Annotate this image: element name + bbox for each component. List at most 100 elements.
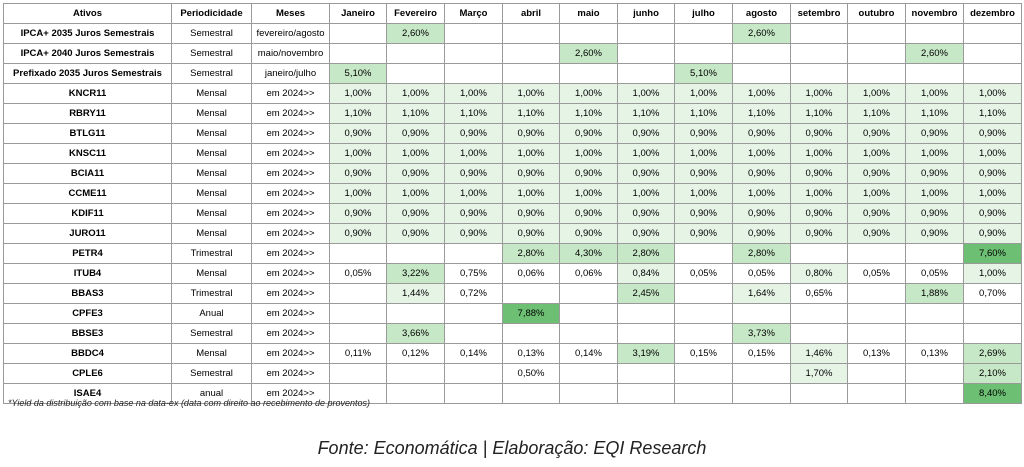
asset-cell: ITUB4 — [3, 263, 172, 284]
yield-cell: 0,90% — [732, 163, 791, 184]
yield-cell — [329, 23, 387, 44]
yield-cell: 0,90% — [617, 123, 675, 144]
yield-cell: 1,10% — [502, 103, 560, 124]
yield-cell: 1,44% — [386, 283, 445, 304]
yield-cell — [790, 303, 848, 324]
yield-cell: 7,88% — [502, 303, 560, 324]
footnote: *Yield da distribuição com base na data-… — [8, 398, 371, 408]
yield-cell: 1,00% — [790, 83, 848, 104]
table-row: BCIA11 Mensal em 2024>> 0,90% 0,90% 0,90% 0,90… — [3, 163, 1022, 184]
yield-cell: 1,00% — [502, 143, 560, 164]
yield-cell — [905, 63, 964, 84]
yield-cell: 5,10% — [674, 63, 733, 84]
yield-cell: 0,90% — [502, 203, 560, 224]
asset-cell: Prefixado 2035 Juros Semestrais — [3, 63, 172, 84]
yield-cell: 0,90% — [559, 203, 618, 224]
yield-cell: 0,90% — [732, 123, 791, 144]
yield-cell — [502, 63, 560, 84]
yield-cell — [617, 383, 675, 404]
yield-cell: 0,90% — [502, 163, 560, 184]
yield-cell: 1,88% — [905, 283, 964, 304]
yield-cell: 1,00% — [790, 143, 848, 164]
months-cell: maio/novembro — [251, 43, 330, 64]
yield-cell: 1,00% — [559, 143, 618, 164]
yield-cell: 0,90% — [963, 163, 1022, 184]
periodicity-cell: Trimestral — [171, 243, 252, 264]
yield-cell — [847, 243, 906, 264]
yield-cell — [502, 43, 560, 64]
yield-cell — [790, 383, 848, 404]
yield-cell — [847, 323, 906, 344]
periodicity-cell: Semestral — [171, 43, 252, 64]
yield-cell: 1,10% — [963, 103, 1022, 124]
months-cell: em 2024>> — [251, 203, 330, 224]
periodicity-cell: Trimestral — [171, 283, 252, 304]
dividend-calendar-table: Ativos Periodicidade Meses Janeiro Fevereiro… — [3, 3, 1022, 404]
table-row: IPCA+ 2040 Juros Semestrais Semestral maio… — [3, 43, 1022, 64]
yield-cell — [444, 363, 503, 384]
yield-cell: 0,90% — [905, 123, 964, 144]
column-header: Janeiro — [329, 3, 387, 24]
yield-cell — [617, 43, 675, 64]
yield-cell — [847, 43, 906, 64]
yield-cell: 0,90% — [674, 203, 733, 224]
yield-cell — [790, 43, 848, 64]
table-row: KDIF11 Mensal em 2024>> 0,90% 0,90% 0,90% 0,90… — [3, 203, 1022, 224]
yield-cell — [444, 383, 503, 404]
yield-cell: 1,00% — [617, 143, 675, 164]
table-row: BTLG11 Mensal em 2024>> 0,90% 0,90% 0,90% 0,90… — [3, 123, 1022, 144]
table-row: PETR4 Trimestral em 2024>> 2,80% 4,30% 2,80% 2… — [3, 243, 1022, 264]
yield-cell — [790, 323, 848, 344]
yield-cell — [502, 23, 560, 44]
yield-cell: 2,80% — [502, 243, 560, 264]
yield-cell: 0,11% — [329, 343, 387, 364]
months-cell: em 2024>> — [251, 83, 330, 104]
yield-cell: 1,00% — [963, 83, 1022, 104]
column-header: Ativos — [3, 3, 172, 24]
yield-cell: 0,90% — [444, 223, 503, 244]
yield-cell: 1,64% — [732, 283, 791, 304]
yield-cell: 0,05% — [847, 263, 906, 284]
periodicity-cell: Mensal — [171, 123, 252, 144]
yield-cell: 1,00% — [329, 83, 387, 104]
yield-cell: 0,13% — [502, 343, 560, 364]
months-cell: em 2024>> — [251, 323, 330, 344]
yield-cell: 1,10% — [732, 103, 791, 124]
yield-cell: 1,00% — [386, 143, 445, 164]
yield-cell: 0,65% — [790, 283, 848, 304]
months-cell: em 2024>> — [251, 123, 330, 144]
yield-cell — [617, 23, 675, 44]
yield-cell — [502, 323, 560, 344]
yield-cell: 0,90% — [790, 203, 848, 224]
yield-cell: 0,90% — [790, 223, 848, 244]
table-row: ISAE4 anual em 2024>> 8,40% — [3, 383, 1022, 404]
yield-cell: 0,90% — [444, 163, 503, 184]
yield-cell: 1,00% — [963, 183, 1022, 204]
periodicity-cell: Semestral — [171, 63, 252, 84]
column-header: novembro — [905, 3, 964, 24]
yield-cell — [444, 243, 503, 264]
yield-cell — [847, 283, 906, 304]
yield-cell: 1,00% — [905, 143, 964, 164]
yield-cell — [674, 303, 733, 324]
yield-cell: 0,06% — [502, 263, 560, 284]
asset-cell: BBSE3 — [3, 323, 172, 344]
asset-cell: CCME11 — [3, 183, 172, 204]
yield-cell: 3,19% — [617, 343, 675, 364]
periodicity-cell: Mensal — [171, 183, 252, 204]
yield-cell: 2,45% — [617, 283, 675, 304]
yield-cell: 2,69% — [963, 343, 1022, 364]
yield-cell: 0,90% — [790, 163, 848, 184]
yield-cell — [559, 63, 618, 84]
column-header: Março — [444, 3, 503, 24]
yield-cell: 4,30% — [559, 243, 618, 264]
yield-cell: 0,90% — [386, 163, 445, 184]
yield-cell — [617, 63, 675, 84]
yield-cell — [444, 303, 503, 324]
yield-cell: 0,90% — [732, 203, 791, 224]
yield-cell — [559, 363, 618, 384]
yield-cell: 0,90% — [847, 123, 906, 144]
yield-cell — [559, 323, 618, 344]
periodicity-cell: Semestral — [171, 23, 252, 44]
yield-cell: 1,00% — [847, 183, 906, 204]
